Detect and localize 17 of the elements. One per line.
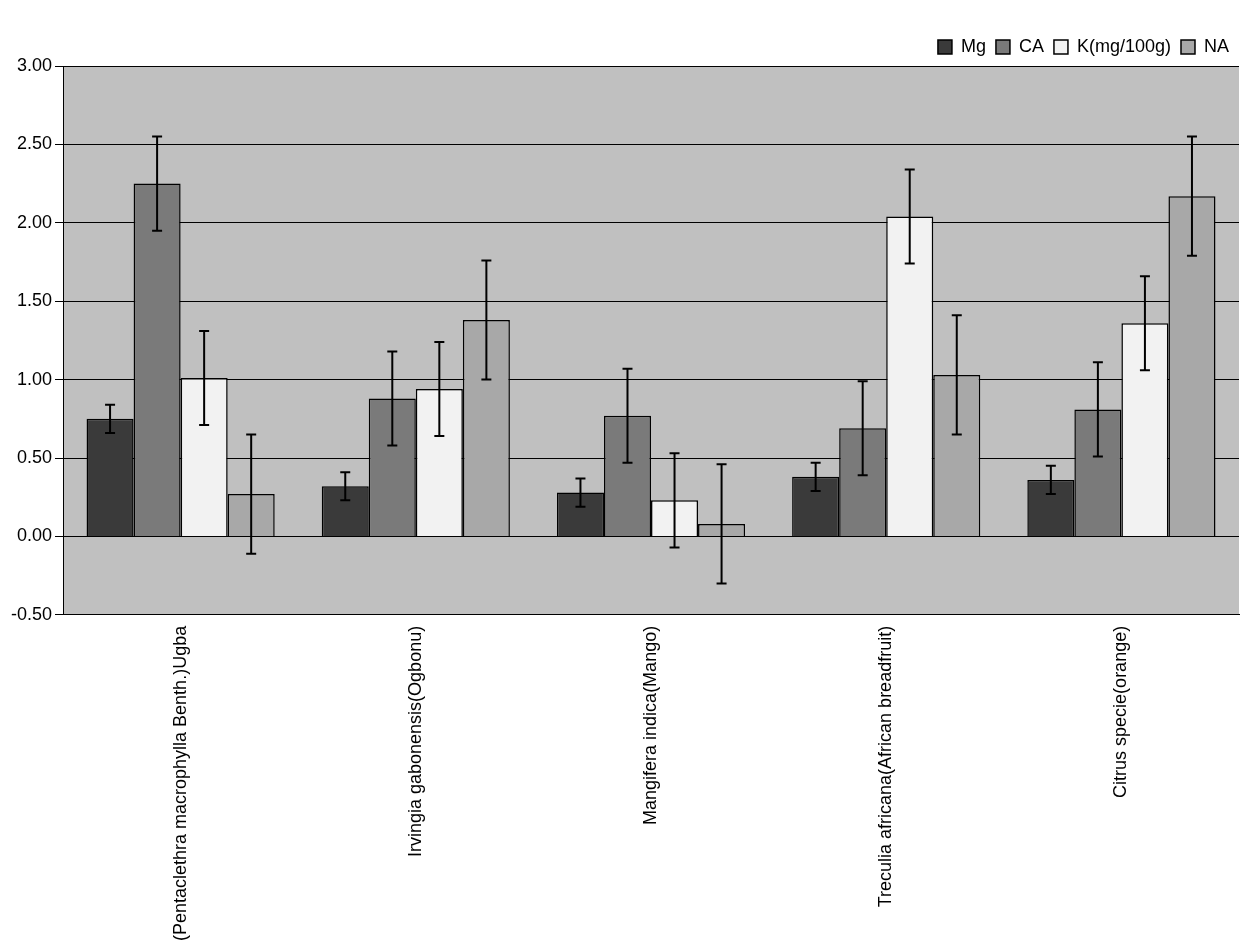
y-tick-label: 3.00: [16, 54, 53, 75]
y-tick-label: 0.50: [16, 446, 53, 467]
y-tick-label: -0.50: [11, 603, 53, 624]
x-tick-label: Treculia africana(African breadfruit): [875, 625, 896, 908]
x-tick-label: (Pentaclethra macrophylla Benth.)Ugba: [169, 624, 190, 941]
y-tick-label: 1.50: [16, 290, 53, 311]
y-tick-label: 2.00: [16, 211, 53, 232]
x-tick-label: Irvingia gabonensis(Ogbonu): [404, 625, 425, 857]
legend-label: K(mg/100g): [1076, 35, 1171, 56]
x-tick-label: Mangifera indica(Mango): [639, 625, 660, 825]
y-tick-label: 1.00: [16, 368, 53, 389]
y-tick-label: 2.50: [16, 133, 53, 154]
legend-label: NA: [1204, 35, 1230, 56]
x-tick-label: Citrus specie(orange): [1110, 625, 1131, 798]
legend-label: CA: [1018, 35, 1044, 56]
legend-label: Mg: [960, 35, 986, 56]
y-tick-label: 0.00: [16, 525, 53, 546]
